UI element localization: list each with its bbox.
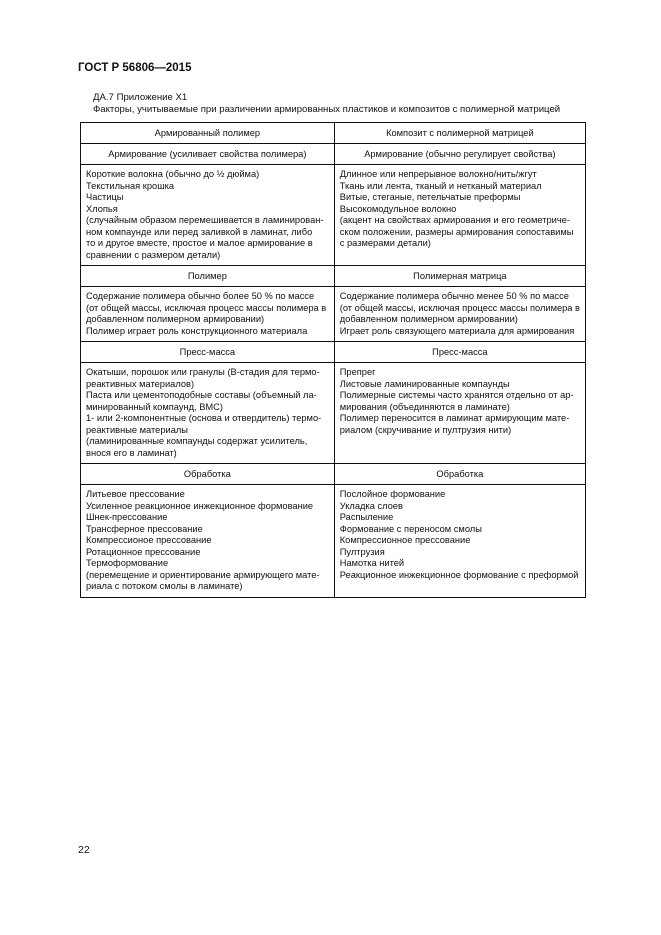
content-line: Витые, стеганые, петельчатые преформы bbox=[339, 192, 521, 202]
content-line: Текстильная крошка bbox=[86, 180, 175, 191]
table-caption: ДА.7 Приложение Х1 Факторы, учитываемые … bbox=[93, 92, 560, 116]
table-row: Армирование (усиливает свойства полимера… bbox=[80, 143, 587, 165]
table-row: Короткие волокна (обычно до ½ дюйма) Текс… bbox=[80, 164, 587, 266]
section-title: Полимерная матрица bbox=[333, 265, 587, 287]
content-line: (от общей массы, исключая процесс массы … bbox=[86, 302, 327, 313]
content-line: Компрессионое прессование bbox=[86, 535, 212, 545]
content-line: (случайным образом перемешивается в лами… bbox=[86, 215, 324, 225]
content-line: 1- или 2-компонентные (основа и отвердит… bbox=[86, 413, 322, 423]
content-line: (перемещение и ориентирование армирующег… bbox=[86, 569, 320, 580]
content-line: (ламинированные компаунды содержат усили… bbox=[86, 436, 308, 446]
section-content: Литьевое прессование Усиленное реакционно… bbox=[80, 484, 335, 598]
content-line: (акцент на свойствах армирования и его г… bbox=[339, 215, 570, 225]
content-line: ском положении, размеры армирования сопо… bbox=[339, 226, 574, 237]
section-content: Препрег Листовые ламинированные компаунды… bbox=[333, 362, 587, 464]
table-row: Армированный полимер Композит с полимерно… bbox=[80, 122, 587, 144]
content-line: добавленном полимерном армировании) bbox=[86, 314, 265, 324]
table-row: Обработка Обработка bbox=[80, 463, 587, 485]
content-line: Высокомодульное волокно bbox=[339, 203, 457, 214]
column-header: Композит с полимерной матрицей bbox=[333, 122, 587, 144]
content-line: то и другое вместе, простое и малое арми… bbox=[86, 238, 313, 248]
table-row: Полимер Полимерная матрица bbox=[80, 265, 587, 287]
content-line: Термоформование bbox=[86, 558, 169, 568]
content-line: риалом (скручивание и пултрузия нити) bbox=[339, 424, 512, 435]
content-line: Содержание полимера обычно более 50 % по… bbox=[86, 291, 315, 301]
content-line: Послойное формование bbox=[339, 489, 446, 499]
content-line: Компрессионное прессование bbox=[339, 535, 471, 545]
table-row: Пресс-масса Пресс-масса bbox=[80, 341, 587, 363]
section-title: Армирование (усиливает свойства полимера… bbox=[80, 143, 335, 165]
content-line: Частицы bbox=[86, 192, 124, 202]
caption-title: Факторы, учитываемые при различении арми… bbox=[93, 104, 561, 115]
content-line: ном компаунде или перед заливкой в ламин… bbox=[86, 226, 313, 237]
column-header: Армированный полимер bbox=[80, 122, 335, 144]
content-line: Препрег bbox=[339, 367, 376, 377]
content-line: (от общей массы, исключая процесс массы … bbox=[339, 302, 580, 313]
table-row: Содержание полимера обычно более 50 % по… bbox=[80, 286, 587, 342]
content-line: с размерами детали) bbox=[339, 238, 431, 248]
content-line: Пултрузия bbox=[339, 546, 385, 557]
content-line: Ткань или лента, тканый и нетканый матер… bbox=[339, 180, 542, 191]
content-line: Играет роль связующего материала для арм… bbox=[339, 325, 575, 336]
section-content: Окатыши, порошок или гранулы (В-стадия д… bbox=[80, 362, 335, 464]
section-title: Армирование (обычно регулирует свойства) bbox=[333, 143, 587, 165]
content-line: Листовые ламинированные компаунды bbox=[339, 378, 510, 389]
section-content: Содержание полимера обычно менее 50 % по… bbox=[333, 286, 587, 342]
section-content: Содержание полимера обычно более 50 % по… bbox=[80, 286, 335, 342]
content-line: Реакционное инжекционное формование с пр… bbox=[339, 569, 579, 580]
section-title: Полимер bbox=[80, 265, 335, 287]
content-line: Укладка слоев bbox=[339, 500, 403, 511]
comparison-table: Армированный полимер Композит с полимерно… bbox=[80, 122, 587, 598]
table-row: Литьевое прессование Усиленное реакционно… bbox=[80, 484, 587, 598]
section-title: Обработка bbox=[333, 463, 587, 485]
document-header: ГОСТ Р 56806—2015 bbox=[78, 62, 192, 74]
section-title: Пресс-масса bbox=[80, 341, 335, 363]
content-line: реактивные материалы bbox=[86, 424, 188, 435]
content-line: Окатыши, порошок или гранулы (В-стадия д… bbox=[86, 367, 320, 377]
content-line: Длинное или непрерывное волокно/нить/жгу… bbox=[339, 169, 537, 179]
section-content: Длинное или непрерывное волокно/нить/жгу… bbox=[333, 164, 587, 266]
content-line: Полимерные системы часто хранятся отдель… bbox=[339, 390, 574, 400]
table-row: Окатыши, порошок или гранулы (В-стадия д… bbox=[80, 362, 587, 464]
content-line: внося его в ламинат) bbox=[86, 447, 177, 458]
content-line: Содержание полимера обычно менее 50 % по… bbox=[339, 291, 569, 301]
content-line: Короткие волокна (обычно до ½ дюйма) bbox=[86, 169, 260, 179]
content-line: Хлопья bbox=[86, 203, 118, 214]
content-line: реактивных материалов) bbox=[86, 378, 195, 389]
content-line: Намотка нитей bbox=[339, 558, 405, 568]
content-line: Литьевое прессование bbox=[86, 489, 185, 499]
content-line: Паста или цементоподобные составы (объем… bbox=[86, 390, 317, 400]
section-title: Обработка bbox=[80, 463, 335, 485]
content-line: минированный компаунд, ВМС) bbox=[86, 401, 223, 412]
caption-label: ДА.7 Приложение Х1 bbox=[93, 92, 188, 103]
content-line: Распыление bbox=[339, 512, 394, 522]
section-content: Послойное формование Укладка слоев Распыле… bbox=[333, 484, 587, 598]
section-title: Пресс-масса bbox=[333, 341, 587, 363]
content-line: Формование с переносом смолы bbox=[339, 523, 482, 534]
content-line: Полимер переносится в ламинат армирующим… bbox=[339, 413, 570, 423]
content-line: Шнек-прессование bbox=[86, 512, 168, 522]
content-line: Полимер играет роль конструкционного мат… bbox=[86, 325, 308, 336]
content-line: Трансферное прессование bbox=[86, 523, 203, 534]
content-line: сравнении с размером детали) bbox=[86, 249, 221, 260]
content-line: риала с потоком смолы в ламинате) bbox=[86, 581, 243, 591]
content-line: Ротационное прессование bbox=[86, 546, 201, 557]
content-line: мирования (объединяются в ламинате) bbox=[339, 401, 510, 412]
content-line: Усиленное реакционное инжекционное формо… bbox=[86, 500, 314, 511]
page-number: 22 bbox=[78, 844, 90, 856]
content-line: добавленном полимерном армировании) bbox=[339, 314, 518, 324]
section-content: Короткие волокна (обычно до ½ дюйма) Текс… bbox=[80, 164, 335, 266]
